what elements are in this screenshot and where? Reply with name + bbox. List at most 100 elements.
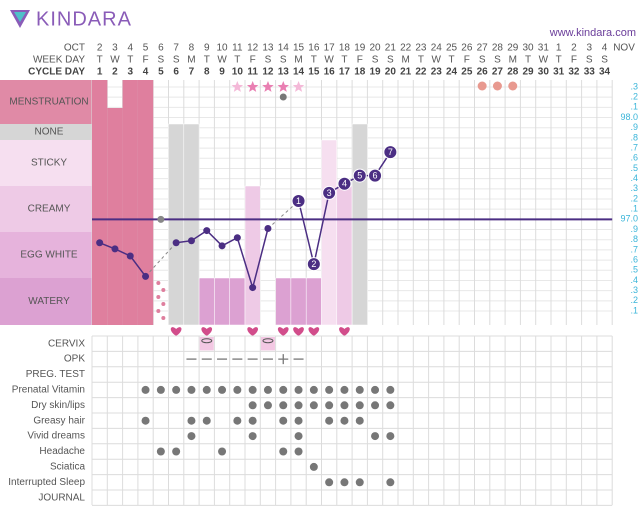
- cycle-day: 27: [492, 67, 504, 78]
- cycle-day: 22: [415, 67, 427, 78]
- temp-tick-label: .7: [630, 244, 638, 254]
- spotting-dot: [156, 281, 161, 285]
- symptom-dot: [141, 416, 150, 425]
- cycle-day: 28: [507, 67, 519, 78]
- band-label: NONE: [35, 127, 64, 138]
- temperature-point-label: 1: [296, 196, 301, 206]
- symptom-dot: [294, 432, 303, 441]
- weekday: S: [479, 55, 486, 66]
- url: www.kindara.com: [549, 27, 636, 39]
- fluid-bar: [351, 123, 368, 326]
- date: 18: [339, 43, 351, 54]
- band-label-bg: [0, 232, 92, 278]
- date: 29: [507, 43, 519, 54]
- date: 31: [538, 43, 550, 54]
- menstruation-bar: [107, 108, 123, 325]
- symptom-dot: [187, 416, 196, 425]
- symptom-dot: [141, 385, 150, 394]
- cycle-day: 17: [339, 67, 351, 78]
- symptom-dot: [309, 401, 318, 410]
- date: 30: [522, 43, 534, 54]
- temp-tick-label: .5: [630, 265, 638, 275]
- row-label: Prenatal Vitamin: [12, 385, 85, 396]
- symptom-dot: [309, 385, 318, 394]
- cycle-day: 19: [369, 67, 381, 78]
- weekday-label: WEEK DAY: [33, 55, 85, 66]
- temperature-point: [233, 234, 241, 242]
- heart: [201, 327, 213, 336]
- cycle-day: 25: [461, 67, 473, 78]
- symptom-dot: [263, 385, 272, 394]
- cervix-bg: [260, 337, 275, 351]
- weekday: M: [509, 55, 517, 66]
- spotting-dot: [161, 316, 166, 320]
- temp-tick-label: .6: [630, 254, 638, 264]
- heart: [293, 327, 304, 336]
- star: [231, 81, 244, 92]
- weekday: S: [601, 55, 608, 66]
- date: 21: [385, 43, 397, 54]
- symptom-dot: [187, 385, 196, 394]
- weekday: M: [401, 55, 409, 66]
- symptom-dot: [386, 432, 395, 441]
- temp-tick-label: .2: [630, 193, 638, 203]
- temp-tick-label: .1: [630, 305, 638, 315]
- date: 16: [308, 43, 320, 54]
- temp-tick-label: .1: [630, 102, 638, 112]
- weekday: T: [127, 55, 133, 66]
- spotting-dot: [161, 302, 166, 306]
- row-label: CERVIX: [48, 338, 85, 349]
- temperature-point: [337, 176, 352, 191]
- spotting-dot: [156, 295, 161, 299]
- other-dot: [279, 93, 287, 101]
- date: 11: [232, 43, 243, 54]
- cycle-day: 9: [219, 67, 225, 78]
- date: 4: [127, 43, 133, 54]
- symptom-dot: [202, 416, 211, 425]
- symptom-dot: [279, 447, 288, 456]
- logo-text: KINDARA: [36, 8, 132, 30]
- temperature-point: [249, 284, 257, 292]
- cycle-day: 31: [553, 67, 565, 78]
- weekday: T: [525, 55, 531, 66]
- weekday: W: [217, 55, 227, 66]
- cycle-day: 10: [232, 67, 244, 78]
- cycle-day: 26: [477, 67, 489, 78]
- row-label: Interrupted Sleep: [8, 477, 85, 488]
- cycle-day: 1: [97, 67, 103, 78]
- fluid-bar: [321, 139, 338, 326]
- row-label: Vivid dreams: [27, 431, 85, 442]
- cycle-day: 33: [584, 67, 596, 78]
- star: [262, 81, 274, 92]
- symptom-dot: [340, 416, 349, 425]
- symptom-dot: [156, 447, 165, 456]
- temperature-point-label: 7: [388, 147, 393, 157]
- cycle-day: 11: [247, 67, 258, 78]
- cervix-symbol: [260, 337, 275, 351]
- temperature-point-label: 6: [373, 170, 378, 180]
- cycle-day: 18: [354, 67, 366, 78]
- weekday: S: [387, 55, 394, 66]
- weekday: F: [250, 55, 256, 66]
- fluid-bar: [168, 123, 185, 326]
- cycle-day: 7: [189, 67, 195, 78]
- date: 26: [461, 43, 473, 54]
- weekday: F: [571, 55, 577, 66]
- symptom-dot: [371, 432, 380, 441]
- temperature-point-label: 5: [357, 170, 362, 180]
- temperature-point: [306, 257, 321, 272]
- temperature-point: [96, 239, 104, 247]
- cycle-day: 13: [278, 67, 290, 78]
- weekday: S: [265, 55, 272, 66]
- symptom-dot: [156, 385, 165, 394]
- row-label: OPK: [64, 354, 85, 365]
- temp-tick-label: .5: [630, 163, 638, 173]
- heart: [339, 327, 350, 336]
- cervix-symbol: [199, 337, 214, 351]
- date: 12: [247, 43, 259, 54]
- date: 2: [571, 43, 577, 54]
- temperature-point: [187, 237, 195, 245]
- symptom-dot: [202, 385, 211, 394]
